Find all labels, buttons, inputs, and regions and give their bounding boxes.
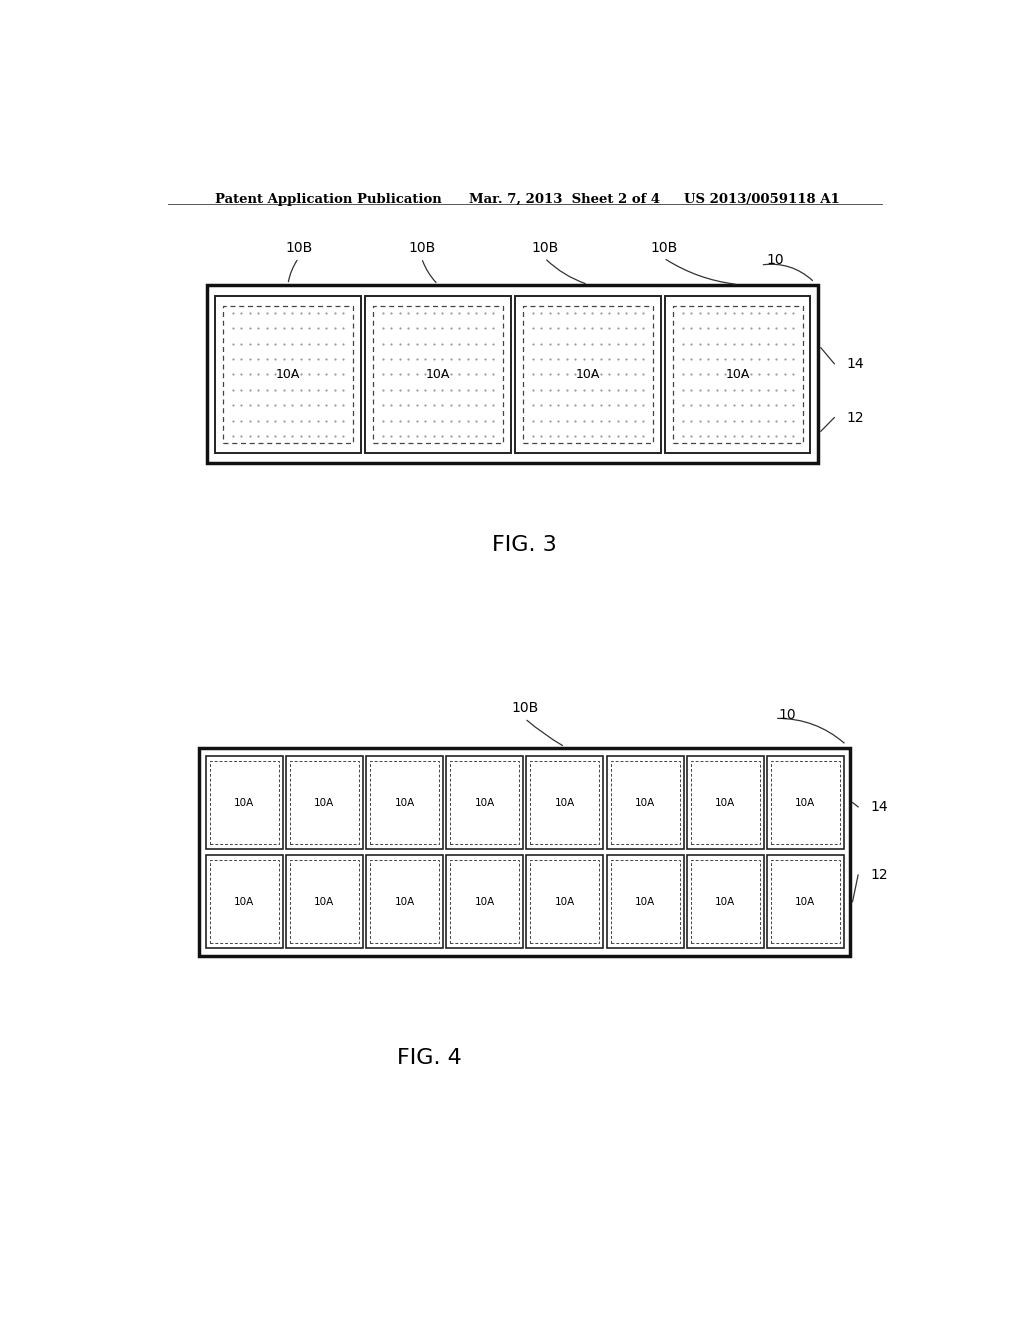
Bar	[606, 855, 684, 948]
Text: 10B: 10B	[650, 242, 677, 255]
Text: FIG. 3: FIG. 3	[493, 535, 557, 554]
Bar	[210, 762, 279, 843]
Bar	[530, 762, 599, 843]
Text: 10: 10	[778, 709, 797, 722]
Bar	[515, 296, 660, 453]
Text: 10A: 10A	[575, 368, 600, 381]
Bar	[771, 861, 840, 942]
Bar	[200, 748, 850, 956]
Bar	[687, 756, 764, 849]
Text: 12: 12	[846, 411, 864, 425]
Bar	[370, 762, 439, 843]
Bar	[451, 762, 519, 843]
Bar	[215, 296, 360, 453]
Text: 12: 12	[870, 869, 888, 882]
Bar	[767, 855, 844, 948]
Bar	[367, 756, 443, 849]
Text: FIG. 4: FIG. 4	[397, 1048, 462, 1068]
Bar	[690, 861, 760, 942]
Text: Mar. 7, 2013  Sheet 2 of 4: Mar. 7, 2013 Sheet 2 of 4	[469, 193, 660, 206]
Bar	[451, 861, 519, 942]
Text: 10A: 10A	[314, 896, 335, 907]
Bar	[206, 855, 283, 948]
Bar	[286, 756, 362, 849]
Bar	[526, 855, 603, 948]
Bar	[366, 296, 511, 453]
Bar	[446, 855, 523, 948]
Bar	[530, 861, 599, 942]
Text: 10A: 10A	[715, 797, 735, 808]
Text: Patent Application Publication: Patent Application Publication	[215, 193, 442, 206]
Bar	[290, 762, 359, 843]
Text: 10B: 10B	[408, 242, 435, 255]
Bar	[666, 296, 811, 453]
Bar	[223, 306, 352, 444]
Bar	[771, 762, 840, 843]
Bar	[206, 756, 283, 849]
Text: 10A: 10A	[555, 797, 575, 808]
Text: 10: 10	[767, 253, 784, 267]
Bar	[370, 861, 439, 942]
Bar	[210, 861, 279, 942]
Bar	[767, 756, 844, 849]
Text: 10B: 10B	[285, 242, 312, 255]
Text: 10A: 10A	[234, 797, 254, 808]
Text: 10A: 10A	[474, 896, 495, 907]
Text: 10A: 10A	[715, 896, 735, 907]
Bar	[610, 861, 680, 942]
Bar	[687, 855, 764, 948]
Bar	[207, 285, 818, 463]
Bar	[526, 756, 603, 849]
Text: 10A: 10A	[314, 797, 335, 808]
Text: 10A: 10A	[275, 368, 300, 381]
Text: 10A: 10A	[234, 896, 254, 907]
Text: 10A: 10A	[394, 797, 415, 808]
Text: 14: 14	[846, 356, 864, 371]
Text: 10A: 10A	[796, 896, 815, 907]
Text: 10A: 10A	[635, 797, 655, 808]
Text: 10A: 10A	[796, 797, 815, 808]
Text: 10A: 10A	[555, 896, 575, 907]
Text: 10A: 10A	[635, 896, 655, 907]
Text: 10A: 10A	[474, 797, 495, 808]
Text: 10B: 10B	[511, 701, 539, 715]
Bar	[367, 855, 443, 948]
Bar	[606, 756, 684, 849]
Bar	[610, 762, 680, 843]
Bar	[690, 762, 760, 843]
Bar	[290, 861, 359, 942]
Bar	[673, 306, 803, 444]
Text: 10A: 10A	[394, 896, 415, 907]
Text: 14: 14	[870, 800, 888, 814]
Bar	[373, 306, 503, 444]
Bar	[286, 855, 362, 948]
Text: 10B: 10B	[531, 242, 558, 255]
Text: US 2013/0059118 A1: US 2013/0059118 A1	[684, 193, 840, 206]
Bar	[523, 306, 652, 444]
Text: 10A: 10A	[726, 368, 750, 381]
Bar	[446, 756, 523, 849]
Text: 10A: 10A	[426, 368, 451, 381]
